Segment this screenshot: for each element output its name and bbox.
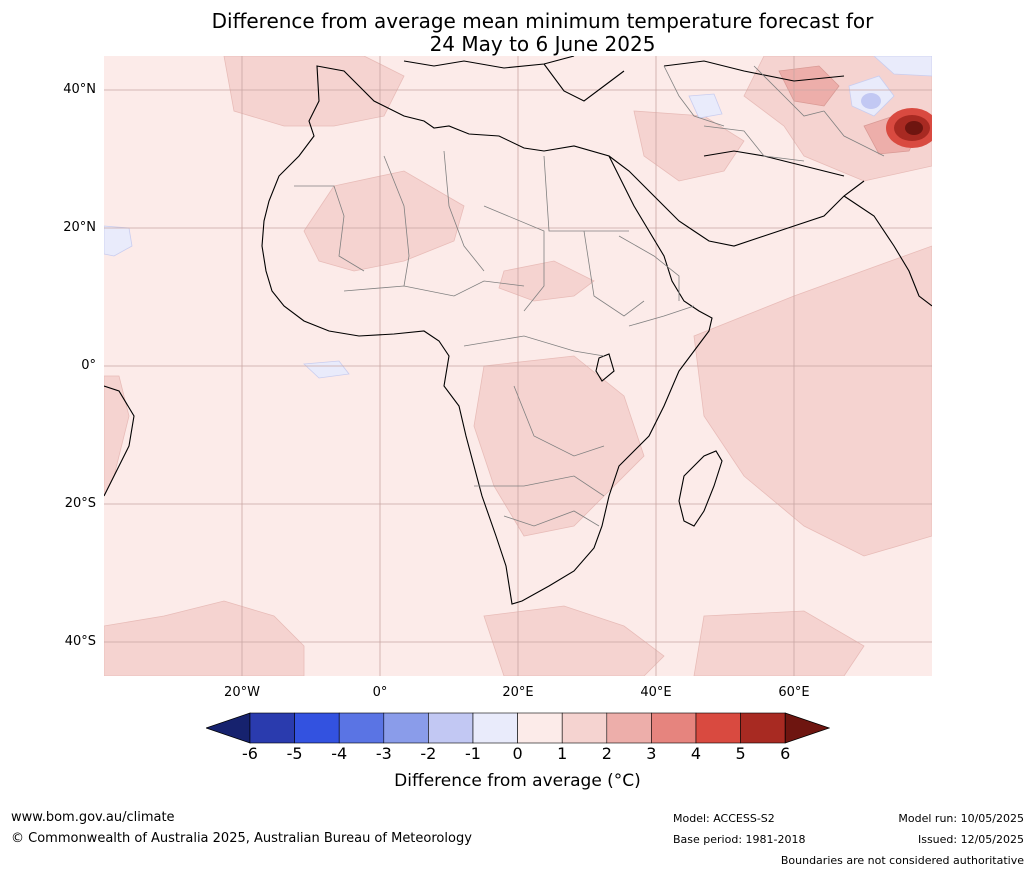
forecast-map [104, 56, 932, 676]
map-canvas [104, 56, 932, 676]
anomaly-cool-core [861, 93, 881, 109]
colorbar-segment [294, 712, 340, 744]
lat-label-20s: 20°S [64, 496, 96, 511]
country-borders [294, 65, 885, 527]
lon-label-20e: 20°E [502, 685, 534, 700]
colorbar-tick-label: 3 [646, 744, 657, 763]
colorbar-tick-label: -6 [242, 744, 258, 763]
colorbar-tick-label: -2 [420, 744, 437, 763]
colorbar-tick-label: 4 [690, 744, 702, 763]
colorbar-extend-high [784, 712, 830, 744]
colorbar-tick-label: 1 [557, 744, 568, 763]
colorbar-segment [428, 712, 474, 744]
colorbar-tick-label: -3 [375, 744, 392, 763]
colorbar-extend-low [206, 712, 251, 744]
colorbar-segment [695, 712, 741, 744]
lon-label-20w: 20°W [224, 685, 260, 700]
lon-label-40e: 40°E [640, 685, 672, 700]
lon-label-0: 0° [372, 685, 388, 700]
lat-label-40s: 40°S [64, 634, 96, 649]
colorbar [206, 712, 830, 744]
lat-label-0: 0° [81, 358, 96, 373]
lon-label-60e: 60°E [778, 685, 810, 700]
footer-model-run: Model run: 10/05/2025 [898, 812, 1024, 825]
colorbar-segment [517, 712, 563, 744]
footer-url: www.bom.gov.au/climate [11, 810, 175, 825]
colorbar-segment [472, 712, 518, 744]
colorbar-segment [561, 712, 608, 744]
colorbar-label: Difference from average (°C) [394, 771, 641, 791]
colorbar-segment [651, 712, 697, 744]
colorbar-tick-label: 6 [780, 744, 791, 763]
footer-boundaries-note: Boundaries are not considered authoritat… [780, 854, 1024, 867]
map-title-line1: Difference from average mean minimum tem… [211, 9, 874, 33]
footer-base-period: Base period: 1981-2018 [673, 833, 806, 846]
map-title-line2: 24 May to 6 June 2025 [429, 32, 656, 56]
footer-copyright: © Commonwealth of Australia 2025, Austra… [11, 831, 472, 846]
footer-model: Model: ACCESS-S2 [673, 812, 775, 825]
anomaly-hotspot [886, 108, 932, 148]
graticule [104, 56, 932, 676]
colorbar-tick-label: -4 [331, 744, 348, 763]
colorbar-segment [383, 712, 429, 744]
lat-label-40n: 40°N [63, 82, 96, 97]
colorbar-segment [740, 712, 786, 744]
colorbar-tick-label: 5 [735, 744, 746, 763]
colorbar-tick-label: 0 [512, 744, 523, 763]
colorbar-tick-label: -5 [286, 744, 303, 763]
colorbar-tick-label: 2 [601, 744, 612, 763]
lat-label-20n: 20°N [63, 220, 96, 235]
colorbar-tick-label: -1 [465, 744, 481, 763]
colorbar-segment [606, 712, 652, 744]
colorbar-segment [338, 712, 385, 744]
footer-issued: Issued: 12/05/2025 [917, 833, 1024, 846]
colorbar-segment [249, 712, 295, 744]
